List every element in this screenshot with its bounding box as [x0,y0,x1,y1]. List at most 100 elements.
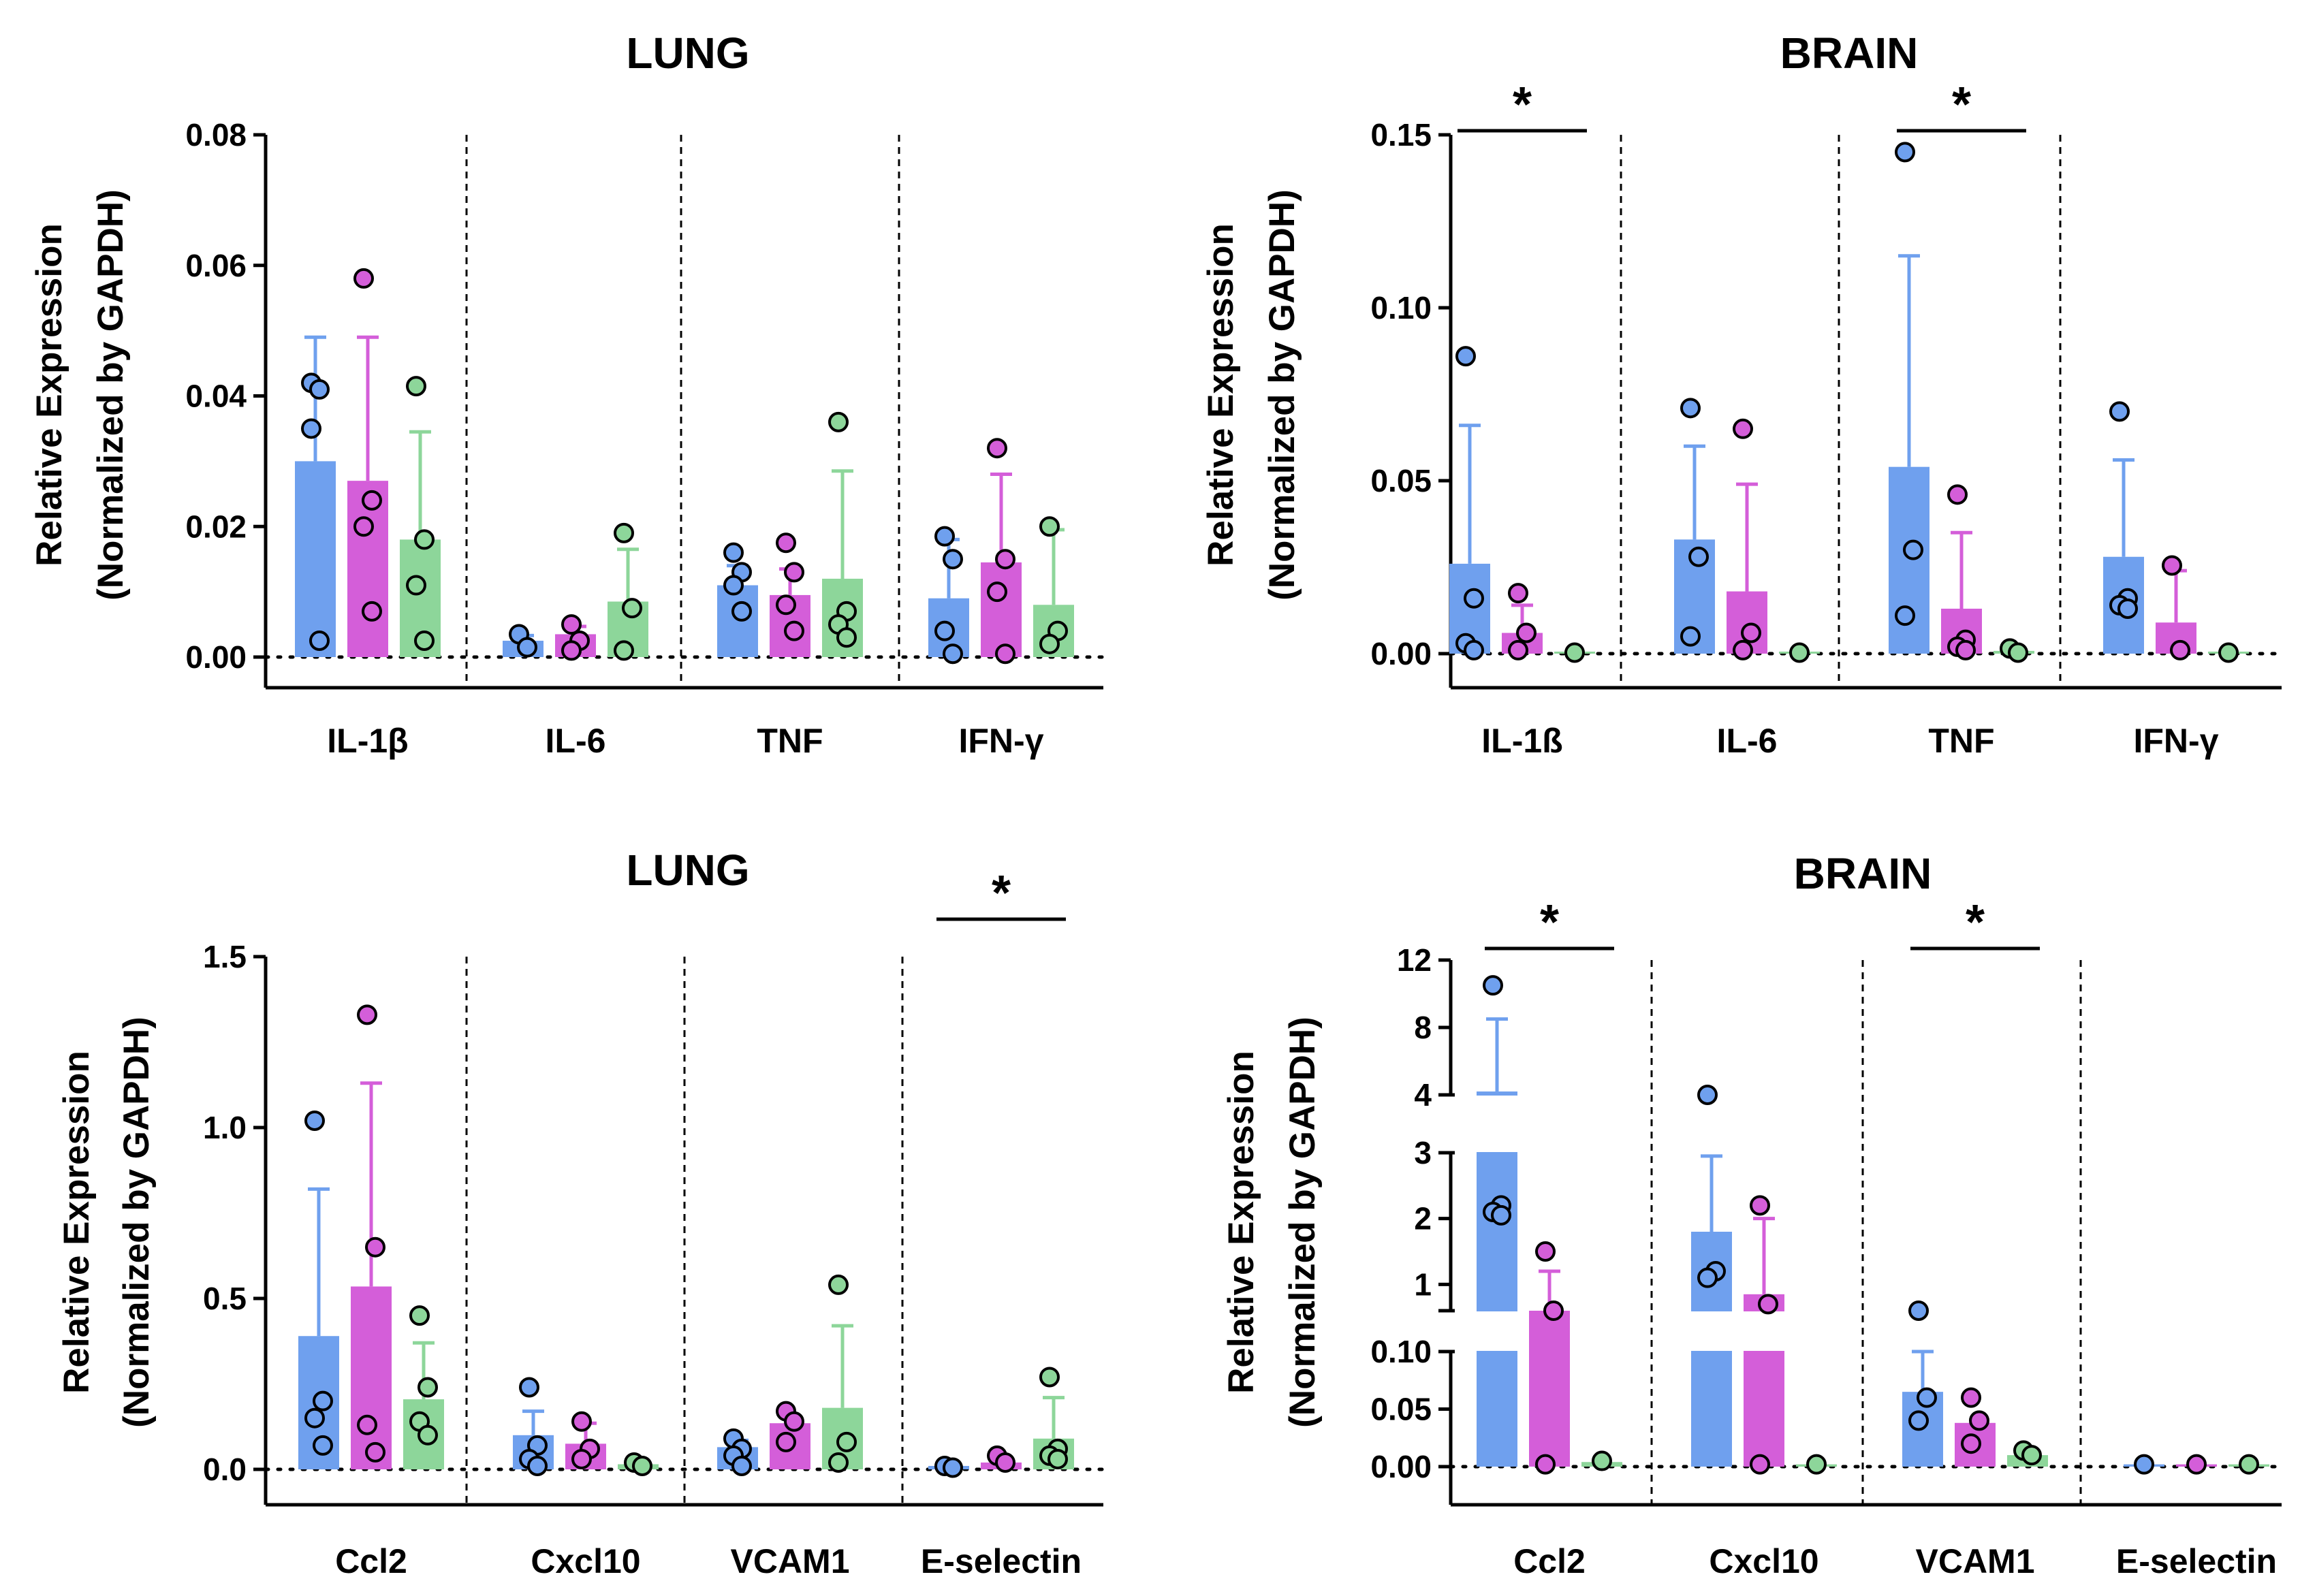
data-point-magenta [1535,1454,1556,1475]
data-point-magenta [2186,1454,2207,1475]
data-point-magenta [1733,639,1753,660]
data-point-blue [943,549,963,570]
data-point-magenta [1750,1195,1770,1216]
y-tick-label: 0.0 [203,1452,247,1487]
data-point-blue [1908,1300,1929,1321]
chart-title: BRAIN [1780,29,1919,78]
data-point-blue [1908,1410,1929,1431]
y-axis-label-line2: (Normalized by GAPDH) [1282,1017,1323,1428]
significance-star: * [1513,78,1532,132]
data-point-magenta [365,1236,385,1258]
bar-blue-0 [1477,1091,1517,1467]
y-tick-label: 0.00 [1370,1449,1432,1484]
data-point-magenta [995,1452,1015,1473]
data-point-blue [1697,1267,1718,1288]
x-category-label: Cxcl10 [531,1542,640,1580]
y-axis-label-line2: (Normalized by GAPDH) [91,189,131,601]
data-point-blue [943,1457,963,1478]
data-point-blue [1903,539,1923,560]
y-tick-label: 12 [1397,942,1432,978]
data-point-green [406,575,426,596]
chart-panel-lung-cytokines: LUNG Relative Expression (Normalized by GA… [29,29,1105,760]
data-point-magenta [1516,622,1537,643]
data-point-magenta [357,1414,377,1435]
data-point-green [1039,516,1060,537]
data-point-green [828,1452,849,1473]
data-point-magenta [1750,1454,1770,1475]
y-tick-label: 0.5 [203,1281,247,1316]
x-category-label: E-selectin [2116,1542,2277,1580]
x-category-label: Cxcl10 [1709,1542,1818,1580]
y-tick-label: 0.00 [1370,636,1432,671]
data-point-blue [309,631,330,652]
data-point-magenta [776,1431,796,1452]
data-point-magenta [561,640,582,661]
data-point-magenta [353,268,374,289]
data-point-blue [304,1407,325,1429]
data-point-blue [934,526,955,547]
bar-magenta-0 [347,481,388,657]
data-point-blue [731,601,752,622]
chart-panel-brain-cytokines: BRAIN Relative Expression (Normalized by G… [1201,29,2284,760]
data-point-green [2239,1454,2259,1475]
data-point-green [2218,642,2239,663]
data-point-magenta [2170,639,2190,660]
data-point-magenta [1961,1433,1981,1454]
data-point-blue [943,643,963,665]
data-point-green [2021,1445,2042,1466]
y-tick-label: 2 [1414,1201,1432,1236]
data-point-green [836,1431,857,1452]
data-point-green [632,1455,652,1476]
y-tick-label: 0.04 [185,379,247,414]
data-point-green [614,640,634,661]
bar-magenta-0 [1529,1311,1570,1467]
data-point-magenta [357,1004,377,1025]
chart-title: LUNG [626,29,749,78]
data-point-blue [2109,401,2130,422]
y-tick-label: 1.0 [203,1110,247,1145]
data-point-magenta [784,620,804,641]
x-category-label: TNF [757,722,823,760]
x-category-label: Ccl2 [1513,1542,1586,1580]
data-point-blue [1464,588,1484,609]
x-category-label: IFN-γ [2134,722,2219,760]
data-point-magenta [1508,639,1528,660]
data-point-magenta [1955,639,1976,660]
bar-blue-0 [295,461,336,657]
x-category-label: IFN-γ [959,722,1044,760]
data-point-green [622,598,642,619]
data-point-green [2008,642,2028,663]
data-point-green [1789,642,1810,663]
bar-blue-2 [717,585,758,657]
chart-panel-lung-chemokines: LUNG Relative Expression (Normalized by GA… [57,846,1105,1580]
data-point-blue [304,1110,325,1131]
data-point-magenta [1508,583,1528,604]
y-tick-label: 0.05 [1370,1392,1432,1427]
data-point-blue [1895,142,1915,163]
data-point-green [1564,642,1585,663]
chart-title: LUNG [626,846,749,895]
bar-magenta-3 [981,562,1022,657]
data-point-blue [519,1377,539,1398]
data-point-magenta [571,1448,592,1469]
data-point-magenta [2162,555,2182,576]
data-point-magenta [561,614,582,635]
data-point-blue [1680,626,1701,647]
data-point-green [1039,633,1060,654]
data-point-blue [2117,598,2138,619]
significance-star: * [1952,78,1971,132]
y-tick-label: 0.15 [1370,117,1432,153]
data-point-blue [1895,605,1915,626]
data-point-blue [301,418,321,439]
data-point-blue [527,1455,548,1476]
data-point-magenta [776,532,796,554]
data-point-magenta [362,490,382,511]
chart-title: BRAIN [1794,849,1932,898]
bar-break-gap [1476,1096,1518,1152]
bar-break-gap [1743,1311,1785,1351]
data-point-blue [1680,398,1701,419]
y-tick-label: 0.08 [185,117,247,153]
chart-panel-brain-chemokines: BRAIN Relative Expression (Normalized by G… [1221,849,2284,1580]
data-point-magenta [1535,1241,1556,1262]
